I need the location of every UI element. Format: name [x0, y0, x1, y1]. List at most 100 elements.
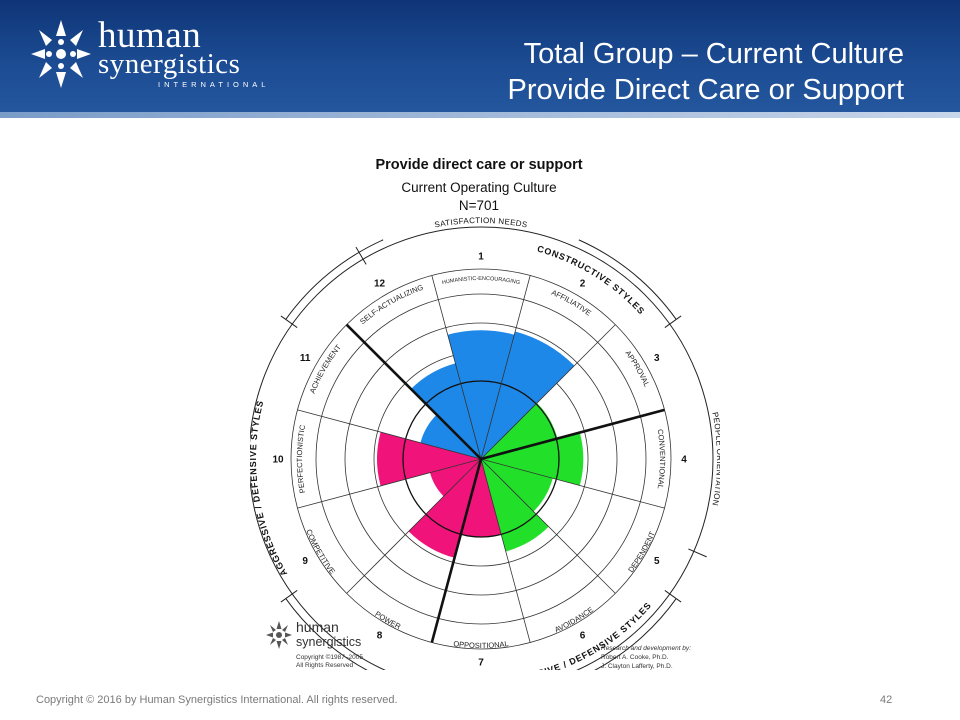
cluster-label-aggressive: AGGRESSIVE / DEFENSIVE STYLES [250, 399, 289, 578]
style-bar-8 [408, 459, 481, 558]
credits-star-icon [266, 621, 292, 649]
segment-divider-5 [480, 458, 665, 509]
style-name-12: SELF-ACTUALIZING [358, 283, 425, 326]
grid-ring-3 [315, 293, 647, 625]
arrow-arc-top-1 [285, 239, 384, 320]
style-name-text-7: OPPOSITIONAL [453, 639, 509, 650]
style-bar-3 [481, 403, 558, 459]
footer-copyright: Copyright © 2016 by Human Synergistics I… [36, 694, 398, 706]
slide-title: Total Group – Current Culture Provide Di… [508, 36, 905, 108]
logo-word-synergistics: synergistics [98, 48, 241, 80]
style-name-3: APPROVAL [623, 349, 651, 388]
style-number-8: 8 [377, 630, 383, 641]
style-name-5: DEPENDENT [626, 530, 657, 574]
outer-label-right: PEOPLE ORIENTATION [710, 411, 720, 506]
arc-tick-5 [688, 548, 707, 558]
segment-divider-6 [480, 458, 616, 594]
credits-copyright: Copyright ©1987–2005 [296, 653, 363, 661]
style-name-9: COMPETITIVE [304, 528, 337, 576]
outer-label-right-text: PEOPLE ORIENTATION [710, 411, 723, 506]
segment-divider-3 [480, 324, 616, 460]
segment-divider-9 [346, 458, 482, 594]
credits-logo-line1: human [296, 619, 339, 635]
segment-divider-10 [297, 458, 482, 509]
chart-title: Provide direct care or support [375, 157, 582, 173]
logo-word-human: human [98, 15, 202, 56]
style-bar-12 [411, 363, 481, 459]
style-name-6: AVOIDANCE [553, 605, 595, 634]
segment-divider-2 [480, 275, 531, 460]
style-number-3: 3 [654, 353, 660, 364]
style-number-9: 9 [302, 556, 308, 567]
circumplex-chart: Provide direct care or support Current O… [234, 148, 724, 705]
segment-divider-1 [431, 275, 482, 460]
header-banner [0, 0, 960, 118]
cluster-divider-1 [480, 408, 665, 461]
label-ring [290, 268, 672, 650]
style-number-5: 5 [654, 556, 660, 567]
credits-rights: All Rights Reserved [296, 662, 353, 669]
style-bar-5 [481, 459, 553, 512]
core-circle [402, 380, 560, 538]
style-bar-11 [420, 414, 481, 459]
arc-tick-6 [355, 246, 367, 265]
style-name-8: POWER [373, 609, 402, 631]
cluster-divider-3 [345, 323, 482, 460]
grid-ring-2 [344, 322, 618, 596]
credits-research-line: Research and development by: [601, 645, 691, 652]
credits-right: Research and development by: Robert A. C… [601, 645, 691, 670]
page-number: 42 [880, 694, 893, 706]
style-bar-10 [377, 432, 481, 486]
style-name-text-1: HUMANISTIC-ENCOURAGING [442, 276, 521, 286]
style-number-2: 2 [580, 279, 586, 290]
style-name-text-6: AVOIDANCE [553, 605, 595, 634]
circumplex-body: HUMANISTIC-ENCOURAGING1AFFILIATIVE2APPRO… [234, 216, 724, 705]
circumplex-svg: Provide direct care or support Current O… [234, 157, 724, 705]
style-name-10: PERFECTIONISTIC [295, 424, 307, 494]
style-name-text-8: POWER [373, 609, 402, 631]
style-number-7: 7 [478, 658, 484, 669]
style-bar-6 [481, 459, 549, 552]
segment-divider-11 [297, 409, 482, 460]
segment-divider-7 [480, 458, 531, 643]
arc-tick-1 [280, 315, 298, 328]
style-number-4: 4 [681, 455, 687, 466]
slide-title-line2: Provide Direct Care or Support [507, 74, 905, 106]
credits-left: human synergistics Copyright ©1987–2005 … [266, 619, 363, 669]
style-name-text-4: CONVENTIONAL [656, 428, 667, 489]
style-name-text-5: DEPENDENT [626, 530, 657, 574]
arc-tick-3 [664, 590, 682, 603]
style-name-text-3: APPROVAL [623, 349, 651, 388]
style-number-1: 1 [478, 252, 484, 263]
outer-label-top-text: SATISFACTION NEEDS [434, 216, 528, 229]
style-name-text-10: PERFECTIONISTIC [295, 424, 307, 494]
credits-author-2: J. Clayton Lafferty, Ph.D. [601, 663, 673, 670]
logo-word-international: INTERNATIONAL [158, 80, 270, 89]
style-name-4: CONVENTIONAL [656, 428, 667, 489]
header-divider [0, 112, 960, 118]
credits-author-1: Robert A. Cooke, Ph.D. [601, 654, 669, 661]
style-number-12: 12 [374, 279, 386, 290]
arrow-arc-top-2 [578, 239, 677, 320]
cluster-divider-2 [430, 458, 483, 643]
style-number-10: 10 [272, 455, 284, 466]
style-name-text-9: COMPETITIVE [304, 528, 337, 576]
style-bar-7 [460, 459, 502, 537]
company-logo: human synergistics INTERNATIONAL [28, 15, 308, 90]
chart-sample-size: N=701 [459, 198, 499, 213]
style-number-6: 6 [580, 630, 586, 641]
chart-subtitle: Current Operating Culture [401, 180, 556, 195]
outer-label-top: SATISFACTION NEEDS [434, 216, 528, 229]
style-name-7: OPPOSITIONAL [453, 639, 509, 650]
style-bar-2 [481, 331, 575, 459]
cluster-label-aggressive-text: AGGRESSIVE / DEFENSIVE STYLES [248, 399, 288, 578]
style-bar-9 [430, 459, 481, 497]
star-logo-icon [31, 20, 91, 88]
style-name-text-12: SELF-ACTUALIZING [358, 283, 425, 326]
style-number-11: 11 [300, 353, 311, 364]
arc-tick-4 [280, 590, 298, 603]
slide-title-line1: Total Group – Current Culture [523, 38, 904, 70]
style-bar-1 [447, 330, 515, 459]
credits-logo-line2: synergistics [296, 635, 361, 649]
arc-tick-2 [664, 315, 682, 328]
